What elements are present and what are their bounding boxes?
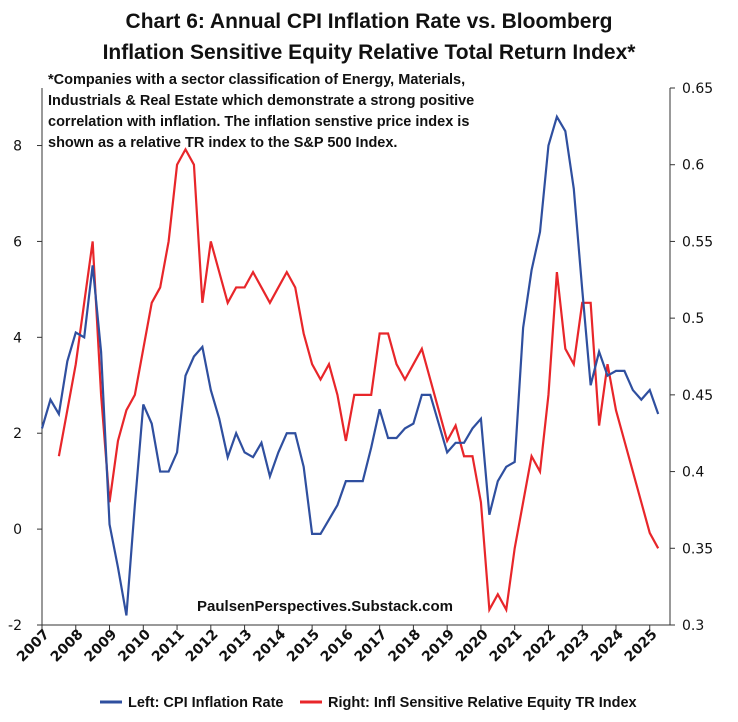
y2-tick-label: 0.55 (682, 234, 713, 250)
note: Industrials & Real Estate which demonstr… (48, 93, 474, 109)
legend-label: Right: Infl Sensitive Relative Equity TR… (328, 695, 637, 711)
y-tick-label: 2 (13, 426, 22, 442)
chart-title: Chart 6: Annual CPI Inflation Rate vs. B… (126, 10, 613, 33)
legend-label: Left: CPI Inflation Rate (128, 695, 283, 711)
y-tick-label: -2 (8, 618, 22, 634)
y2-tick-label: 0.35 (682, 541, 713, 557)
watermark: PaulsenPerspectives.Substack.com (197, 598, 453, 615)
series-line (57, 147, 660, 614)
y-tick-label: 4 (13, 330, 22, 346)
chart-title: Inflation Sensitive Equity Relative Tota… (103, 41, 637, 64)
y2-tick-label: 0.65 (682, 81, 713, 97)
y-tick-label: 6 (13, 234, 22, 250)
y2-tick-label: 0.45 (682, 388, 713, 404)
y2-tick-label: 0.5 (682, 311, 704, 327)
note: *Companies with a sector classification … (48, 72, 465, 88)
note: shown as a relative TR index to the S&P … (48, 135, 397, 151)
y2-tick-label: 0.4 (682, 465, 704, 481)
y-tick-label: 8 (13, 139, 22, 155)
y2-tick-label: 0.3 (682, 618, 704, 634)
note: correlation with inflation. The inflatio… (48, 114, 469, 130)
y-tick-label: 0 (13, 522, 22, 538)
y2-tick-label: 0.6 (682, 158, 704, 174)
series-line (40, 114, 660, 616)
